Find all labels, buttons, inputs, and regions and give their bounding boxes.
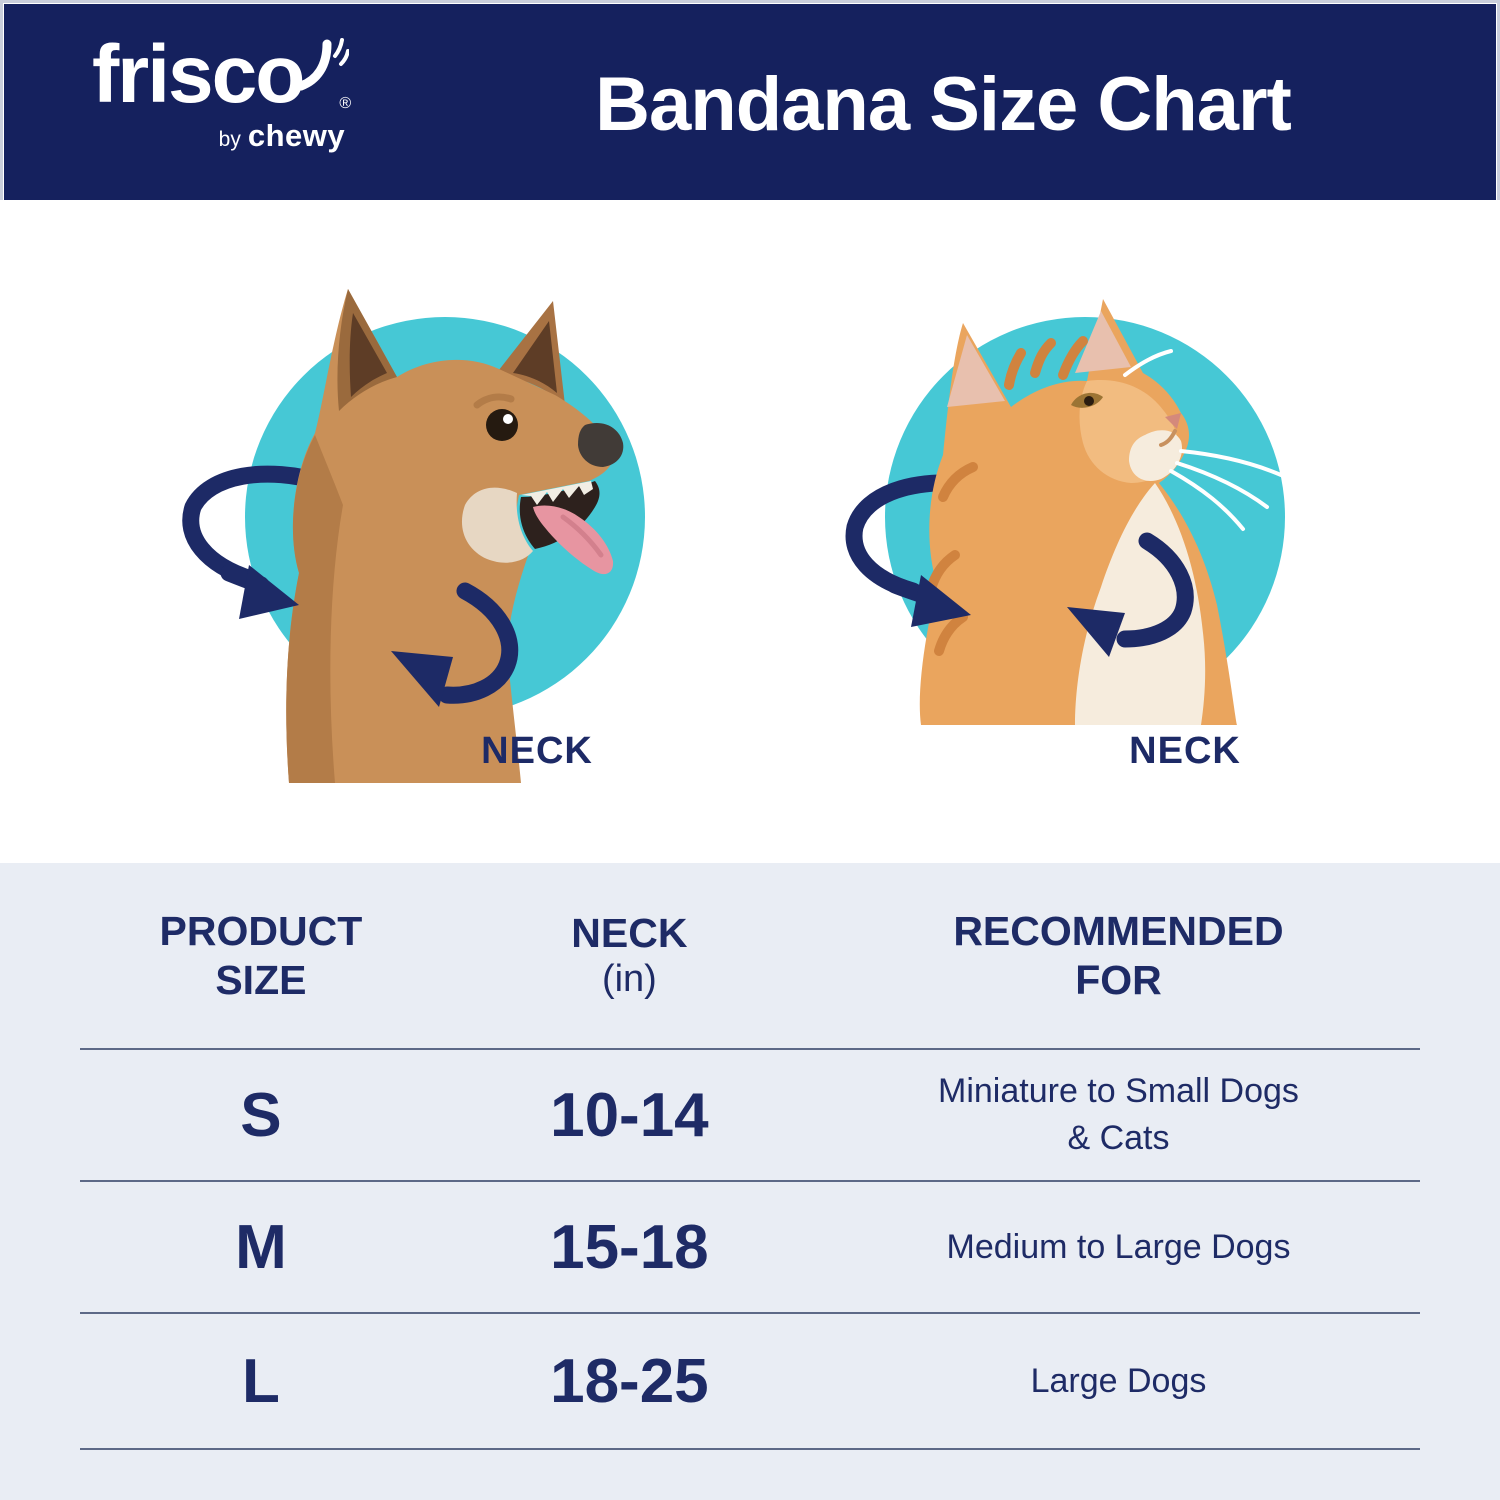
recommended-for-value: Large Dogs xyxy=(1030,1361,1207,1400)
size-value: M xyxy=(235,1212,287,1282)
table-divider xyxy=(80,1312,1420,1314)
dog-neck-diagram: NECK xyxy=(165,255,725,815)
logo-by-word: by xyxy=(218,128,241,151)
size-value: L xyxy=(241,1346,280,1416)
table-row-size-m: M 15-18 Medium to Large Dogs xyxy=(80,1182,1420,1312)
neck-range-value: 15-18 xyxy=(550,1212,709,1282)
chewy-logo-wordmark: chewy xyxy=(247,118,346,153)
size-table: PRODUCT SIZE NECK (in) RECOMMENDED FOR S… xyxy=(0,863,1500,1500)
table-divider xyxy=(80,1180,1420,1182)
column-header-recommended-for: RECOMMENDED FOR xyxy=(953,908,1284,1003)
frisco-logo: frisco ® by chewy xyxy=(92,34,351,154)
cat-photo-illustration xyxy=(845,299,1285,725)
neck-range-value: 18-25 xyxy=(550,1346,709,1416)
dog-neck-label: NECK xyxy=(481,730,593,772)
size-value: S xyxy=(240,1080,282,1150)
dog-photo-illustration xyxy=(182,289,645,783)
size-table-header-row: PRODUCT SIZE NECK (in) RECOMMENDED FOR xyxy=(80,863,1420,1048)
neck-measure-arrowheads xyxy=(239,565,453,707)
dog-head-art xyxy=(286,289,624,783)
neck-measure-arrow-back xyxy=(182,465,334,588)
recommended-for-value: Miniature to Small Dogs & Cats xyxy=(938,1072,1299,1157)
cat-head-art xyxy=(919,299,1283,725)
recommended-for-value: Medium to Large Dogs xyxy=(946,1227,1291,1266)
table-divider xyxy=(80,1048,1420,1050)
neck-measure-arrow-back xyxy=(845,474,984,600)
column-header-product-size: PRODUCT SIZE xyxy=(159,908,363,1003)
header-bar: frisco ® by chewy Bandana Size Chart xyxy=(4,4,1496,200)
cat-neck-label: NECK xyxy=(1129,730,1241,772)
table-divider xyxy=(80,1448,1420,1450)
table-row-size-l: L 18-25 Large Dogs xyxy=(80,1314,1420,1448)
measurement-diagrams: NECK xyxy=(0,200,1500,863)
registered-trademark: ® xyxy=(339,95,352,112)
column-header-neck-in: NECK (in) xyxy=(571,909,688,1001)
frisco-logo-tail-icon xyxy=(297,38,350,91)
page-title: Bandana Size Chart xyxy=(595,62,1292,147)
cat-neck-diagram: NECK xyxy=(825,255,1385,815)
neck-measure-arrowheads xyxy=(911,575,1125,657)
table-row-size-s: S 10-14 Miniature to Small Dogs & Cats xyxy=(80,1050,1420,1180)
frisco-logo-wordmark: frisco xyxy=(92,29,305,120)
neck-range-value: 10-14 xyxy=(550,1080,709,1150)
